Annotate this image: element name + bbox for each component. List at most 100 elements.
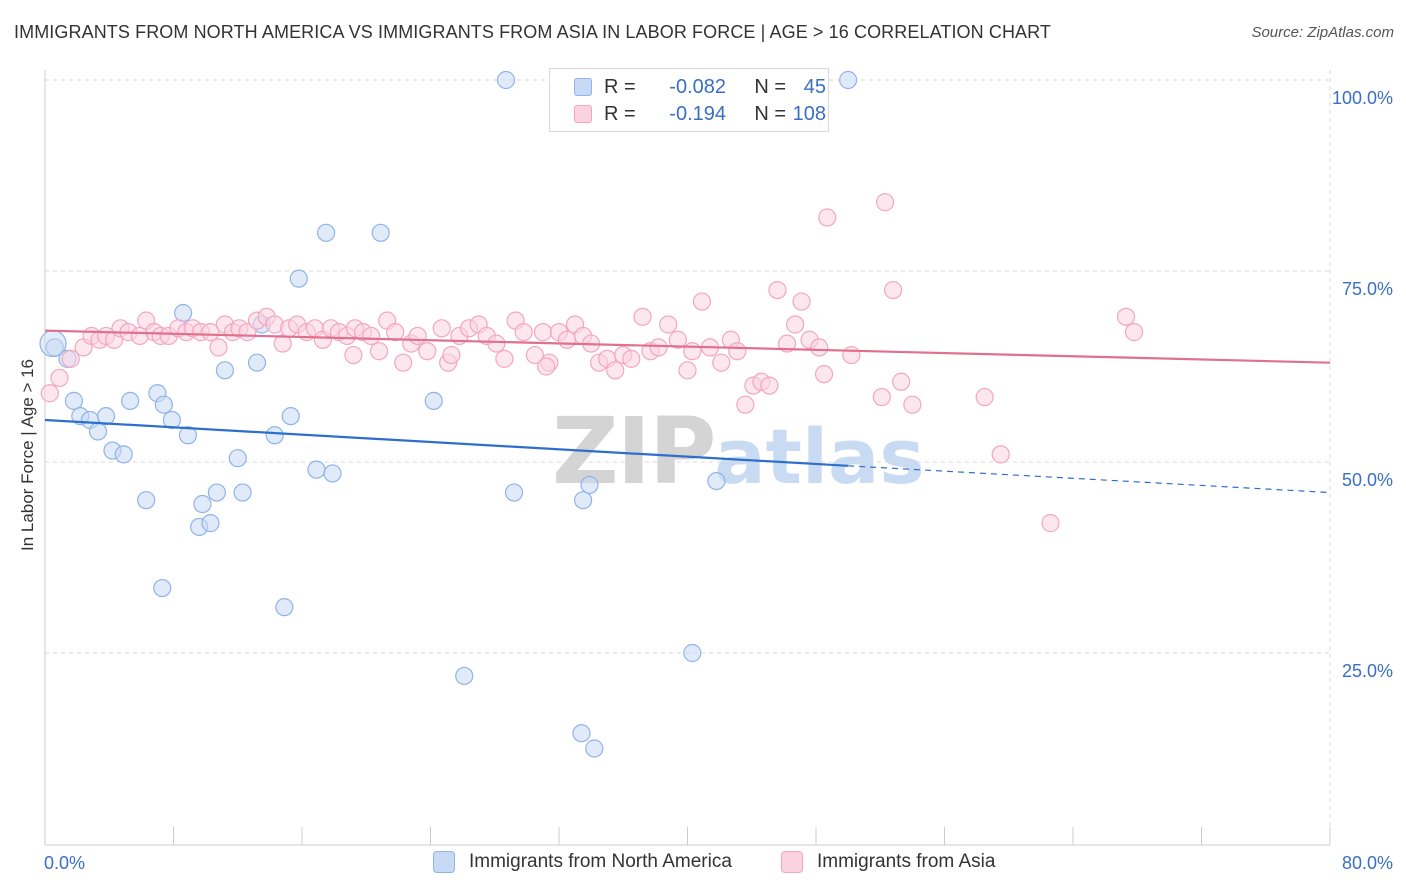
point-asia (692, 292, 712, 311)
point-asia (728, 342, 747, 361)
point-asia (668, 330, 687, 349)
point-north-america (137, 491, 156, 510)
y-tick-label: 50.0% (1342, 470, 1393, 490)
point-asia (991, 445, 1010, 464)
x-tick-label-min: 0.0% (44, 853, 85, 873)
source-credit: Source: ZipAtlas.com (1251, 24, 1394, 41)
point-north-america (371, 223, 390, 242)
point-asia (533, 323, 553, 342)
point-asia (514, 323, 533, 342)
point-north-america (504, 483, 524, 502)
point-north-america (39, 329, 67, 358)
point-asia (370, 342, 389, 361)
point-asia (394, 353, 413, 372)
axes (44, 70, 1331, 846)
legend-n-label: N = (754, 75, 786, 98)
point-north-america (572, 724, 591, 743)
point-north-america (178, 426, 198, 445)
point-asia (659, 315, 678, 334)
point-north-america (96, 407, 116, 426)
trend-lines (44, 329, 1331, 494)
point-asia (649, 338, 668, 357)
point-north-america (201, 514, 220, 533)
legend-label-asia: Immigrants from Asia (817, 851, 996, 872)
point-asia (736, 395, 755, 414)
legend-r-label: R = (604, 75, 636, 98)
tick-labels: 100.0% 75.0% 50.0% 25.0% 0.0% 80.0% (44, 88, 1393, 873)
point-north-america (281, 407, 300, 426)
point-north-america (683, 643, 702, 663)
point-asia (418, 342, 437, 361)
y-tick-label: 25.0% (1342, 661, 1393, 681)
point-north-america (707, 472, 726, 491)
y-tick-label: 75.0% (1342, 279, 1393, 299)
point-north-america (316, 223, 336, 242)
y-tick-label: 100.0% (1332, 88, 1393, 108)
point-asia (344, 345, 363, 365)
legend-r-value: -0.082 (669, 75, 726, 98)
point-asia (273, 334, 292, 353)
point-asia (537, 357, 556, 376)
legend-r-value: -0.194 (669, 102, 726, 125)
point-asia (683, 342, 702, 361)
point-north-america (839, 70, 858, 90)
legend-item-north-america[interactable]: Immigrants from North America (433, 851, 732, 873)
point-asia (432, 319, 451, 338)
point-asia (525, 345, 545, 365)
legend-swatch-blue (574, 78, 592, 96)
point-asia (606, 361, 625, 380)
x-tick-label-max: 80.0% (1342, 853, 1393, 873)
point-north-america (275, 598, 294, 617)
y-axis-label: In Labor Force | Age > 16 (18, 358, 37, 552)
point-asia (777, 334, 797, 353)
point-asia (408, 326, 427, 346)
point-asia (1124, 323, 1144, 342)
point-north-america (162, 410, 181, 430)
point-asia (50, 368, 69, 388)
point-north-america (215, 361, 234, 380)
point-asia (883, 281, 903, 300)
point-asia (622, 349, 641, 368)
point-asia (792, 292, 811, 311)
point-north-america (64, 391, 84, 410)
legend-item-asia[interactable]: Immigrants from Asia (781, 851, 995, 873)
chart-title: IMMIGRANTS FROM NORTH AMERICA VS IMMIGRA… (14, 22, 1052, 42)
point-asia (712, 353, 731, 372)
legend-row-asia: R = -0.194 N = 108 (574, 103, 826, 125)
point-north-america (289, 269, 308, 288)
point-north-america (228, 449, 247, 468)
point-north-america (121, 391, 140, 410)
trend-line-north-america-extension (848, 465, 1331, 494)
point-asia (842, 345, 861, 365)
point-north-america (153, 578, 172, 598)
legend-r-label: R = (604, 102, 636, 125)
point-asia (875, 193, 895, 212)
point-north-america (424, 391, 443, 410)
point-asia (872, 387, 891, 407)
point-asia (201, 323, 220, 342)
point-asia (678, 361, 697, 380)
point-asia (557, 330, 577, 349)
legend-n-value: 108 (792, 102, 826, 125)
point-asia (1041, 514, 1060, 533)
legend-n-label: N = (754, 102, 786, 125)
point-north-america (455, 666, 474, 686)
point-asia (61, 349, 80, 368)
point-north-america (573, 491, 593, 510)
point-asia (209, 338, 228, 357)
trend-line-asia (44, 329, 1331, 364)
point-north-america (88, 422, 108, 441)
legend-swatch-pink (781, 851, 803, 873)
point-asia (442, 345, 461, 365)
point-north-america (323, 464, 342, 483)
legend-swatch-pink (574, 105, 592, 123)
point-north-america (247, 353, 267, 372)
watermark-atlas: atlas (714, 412, 925, 501)
series-points (39, 70, 1144, 758)
point-asia (786, 315, 805, 334)
point-north-america (193, 494, 212, 514)
legend-n-value: 45 (803, 75, 826, 98)
point-asia (903, 395, 922, 414)
point-north-america (174, 303, 193, 323)
